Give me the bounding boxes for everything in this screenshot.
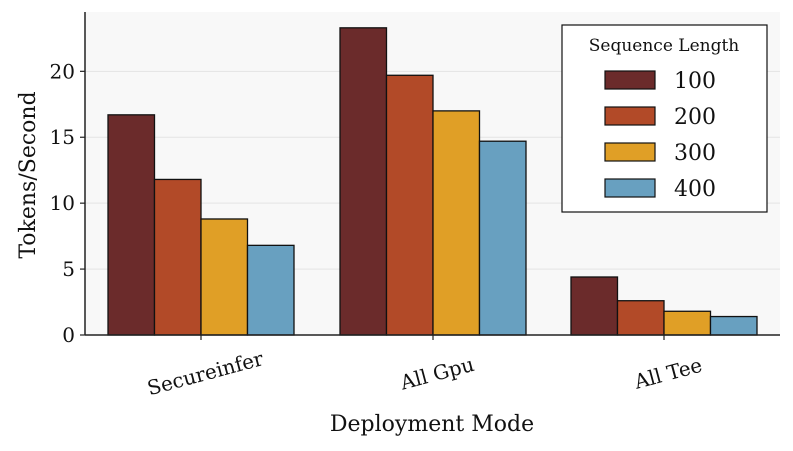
y-tick-label-10: 10 bbox=[50, 191, 75, 215]
bar-all-tee-300 bbox=[663, 310, 712, 336]
legend-items: 100 200 300 400 bbox=[604, 69, 716, 202]
legend-label-300: 300 bbox=[674, 141, 716, 166]
y-tick-label-15: 15 bbox=[50, 125, 75, 149]
y-tick-label-20: 20 bbox=[50, 59, 75, 83]
legend-label-200: 200 bbox=[674, 105, 716, 130]
x-tick-label-all-gpu: All Gpu bbox=[397, 352, 477, 395]
legend-title: Sequence Length bbox=[589, 36, 740, 56]
legend-label-100: 100 bbox=[674, 69, 716, 94]
legend-swatch-400 bbox=[604, 178, 656, 198]
x-tick-label-all-tee: All Tee bbox=[631, 353, 705, 394]
bar-secureinfer-100 bbox=[107, 114, 156, 336]
x-ticks: Secureinfer All Gpu All Tee bbox=[145, 335, 705, 400]
y-tick-label-0: 0 bbox=[62, 323, 75, 347]
bar-all-gpu-100 bbox=[339, 27, 388, 336]
legend-swatch-100 bbox=[604, 70, 656, 90]
bar-all-gpu-200 bbox=[385, 74, 434, 336]
bars bbox=[107, 27, 758, 336]
bar-all-tee-100 bbox=[570, 276, 619, 336]
bar-secureinfer-300 bbox=[200, 218, 249, 336]
bar-all-gpu-300 bbox=[432, 110, 481, 336]
y-tick-label-5: 5 bbox=[62, 257, 75, 281]
bar-secureinfer-400 bbox=[246, 244, 295, 336]
legend-box bbox=[561, 24, 768, 213]
legend-label-400: 400 bbox=[674, 177, 716, 202]
bar-all-tee-400 bbox=[709, 315, 758, 336]
legend-swatch-200 bbox=[604, 106, 656, 126]
x-axis-title: Deployment Mode bbox=[330, 412, 534, 437]
y-axis-title: Tokens/Second bbox=[16, 91, 41, 258]
bar-all-gpu-400 bbox=[478, 140, 527, 336]
legend: Sequence Length 100 200 300 400 bbox=[561, 24, 768, 213]
y-ticks: 0 5 10 15 20 bbox=[50, 59, 85, 347]
bar-all-tee-200 bbox=[616, 300, 665, 336]
bar-secureinfer-200 bbox=[153, 178, 202, 336]
legend-swatch-300 bbox=[604, 142, 656, 162]
x-tick-label-secureinfer: Secureinfer bbox=[145, 346, 267, 400]
